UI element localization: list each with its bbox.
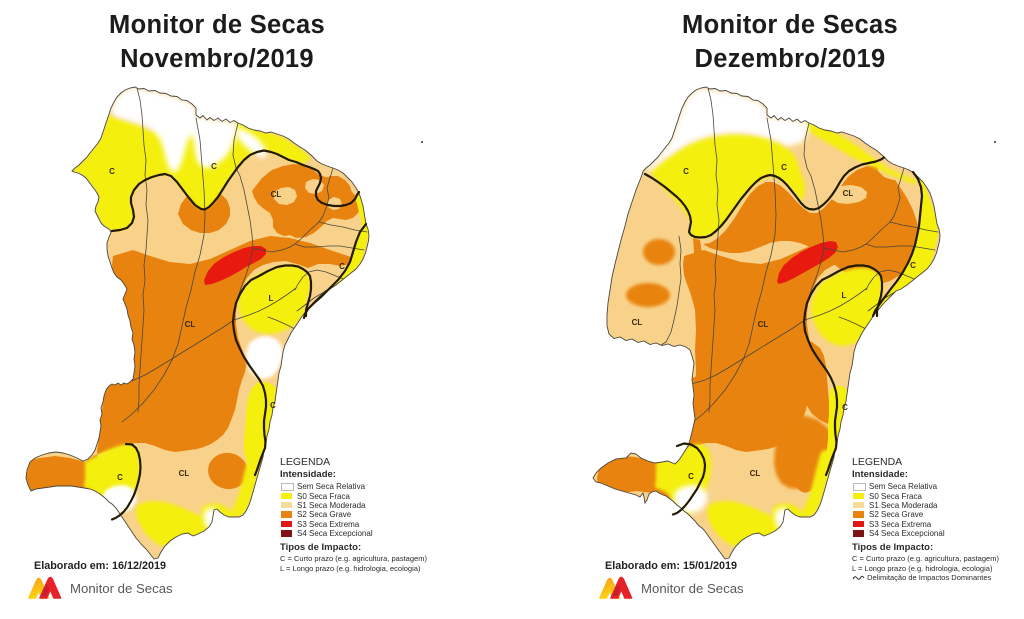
svg-text:C: C	[109, 167, 115, 176]
svg-text:C: C	[683, 167, 689, 176]
svg-text:C: C	[270, 401, 276, 410]
svg-text:C: C	[688, 472, 694, 481]
svg-text:L: L	[269, 294, 274, 303]
svg-text:C: C	[211, 162, 217, 171]
svg-text:CL: CL	[271, 190, 282, 199]
svg-text:CL: CL	[185, 320, 196, 329]
svg-text:C: C	[910, 261, 916, 270]
svg-text:CL: CL	[758, 320, 769, 329]
svg-text:L: L	[842, 291, 847, 300]
svg-text:CL: CL	[750, 469, 761, 478]
svg-text:CL: CL	[843, 189, 854, 198]
svg-text:C: C	[339, 262, 345, 271]
svg-text:CL: CL	[632, 318, 643, 327]
svg-text:C: C	[842, 403, 848, 412]
svg-text:C: C	[117, 473, 123, 482]
svg-text:C: C	[781, 163, 787, 172]
svg-text:CL: CL	[179, 469, 190, 478]
